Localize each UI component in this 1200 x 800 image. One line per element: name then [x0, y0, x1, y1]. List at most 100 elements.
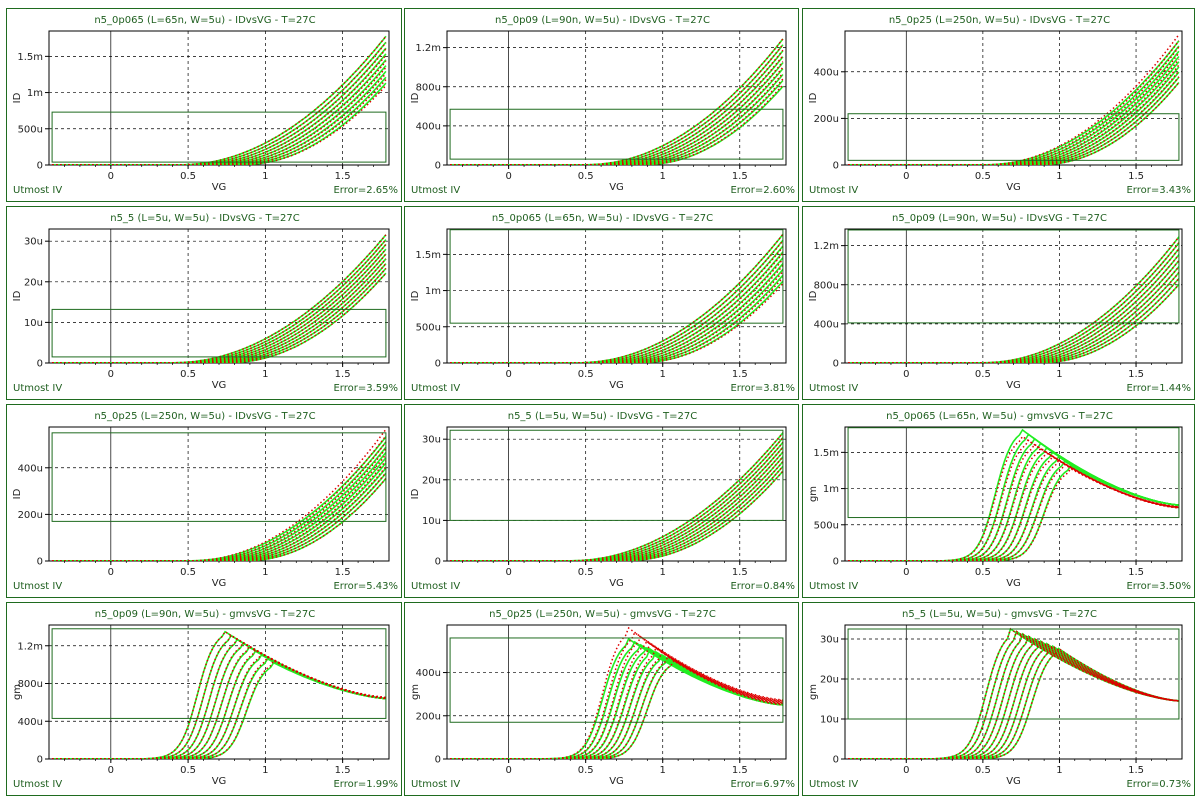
error-label: Error=6.97% [730, 779, 795, 790]
simulated-curve [848, 272, 1180, 363]
error-label: Error=0.84% [730, 581, 795, 592]
simulated-curve [848, 451, 1179, 561]
y-tick-label: 10u [820, 715, 839, 726]
simulated-series-group [848, 627, 1179, 759]
y-tick-label: 400u [416, 668, 441, 679]
x-axis-label: VG [1006, 182, 1021, 193]
measured-curve [848, 283, 1180, 363]
x-tick-label: 1.5 [335, 171, 351, 182]
measured-curve [450, 73, 784, 165]
y-tick-label: 0 [435, 359, 441, 370]
y-axis-label: gm [12, 684, 23, 700]
footer-label: Utmost IV [411, 779, 460, 790]
x-tick-label: 0.5 [180, 369, 196, 380]
y-tick-label: 0 [833, 161, 839, 172]
y-tick-label: 1m [27, 88, 43, 99]
x-tick-label: 1 [660, 171, 666, 182]
x-tick-label: 1 [262, 171, 268, 182]
simulated-series-group [848, 435, 1179, 561]
x-axis-label: VG [212, 380, 227, 391]
chart-title: n5_0p09 (L=90n, W=5u) - IDvsVG - T=27C [495, 15, 710, 26]
y-axis-label: ID [808, 290, 819, 301]
chart-svg: n5_0p065 (L=65n, W=5u) - IDvsVG - T=27C 0… [12, 15, 398, 196]
error-label: Error=5.43% [333, 581, 398, 592]
simulated-curve [848, 459, 1179, 561]
y-tick-label: 400u [18, 717, 43, 728]
y-tick-label: 500u [18, 124, 43, 135]
simulated-series-group [52, 35, 387, 165]
simulated-curve [52, 67, 387, 165]
x-tick-label: 0 [108, 369, 114, 380]
simulated-curve [52, 659, 386, 759]
y-tick-label: 800u [814, 280, 839, 291]
y-tick-label: 200u [416, 711, 441, 722]
x-tick-label: 0 [903, 171, 909, 182]
footer-label: Utmost IV [809, 383, 858, 394]
measured-curve [450, 659, 783, 759]
simulated-curve [450, 277, 784, 363]
simulated-curve [52, 35, 387, 165]
chart-svg: n5_0p065 (L=65n, W=5u) - IDvsVG - T=27C 0… [410, 213, 795, 394]
x-tick-label: 0 [108, 171, 114, 182]
simulated-curve [52, 234, 387, 363]
y-tick-label: 1.5m [415, 250, 441, 261]
fit-region-box [51, 111, 387, 163]
y-tick-label: 0 [37, 755, 43, 766]
footer-label: Utmost IV [13, 779, 62, 790]
measured-curve [52, 436, 387, 561]
y-axis-label: gm [808, 486, 819, 502]
x-axis-label: VG [1006, 776, 1021, 787]
chart-title: n5_0p09 (L=90n, W=5u) - IDvsVG - T=27C [892, 213, 1107, 224]
footer-label: Utmost IV [809, 581, 858, 592]
x-tick-label: 1.5 [335, 369, 351, 380]
fit-region-box [449, 108, 784, 160]
x-tick-label: 1.5 [1128, 765, 1144, 776]
y-tick-label: 0 [435, 755, 441, 766]
measured-curve [450, 239, 784, 363]
simulated-series-group [450, 626, 783, 759]
measured-curve [450, 280, 784, 363]
y-tick-label: 500u [416, 322, 441, 333]
y-tick-label: 20u [422, 475, 441, 486]
simulated-curve [848, 242, 1180, 363]
y-axis-label: ID [12, 290, 23, 301]
y-tick-label: 1.5m [17, 52, 43, 63]
x-axis-label: VG [609, 380, 624, 391]
measured-curve [52, 472, 387, 561]
chart-panel: n5_5 (L=5u, W=5u) - IDvsVG - T=27C 0 0.5 1 1… [404, 404, 799, 598]
y-tick-label: 30u [820, 635, 839, 646]
simulated-curve [848, 455, 1179, 561]
x-axis-label: VG [1006, 380, 1021, 391]
footer-label: Utmost IV [411, 581, 460, 592]
chart-title: n5_0p09 (L=90n, W=5u) - gmvsVG - T=27C [95, 609, 315, 620]
chart-title: n5_0p25 (L=250n, W=5u) - IDvsVG - T=27C [94, 411, 315, 422]
measured-curve [450, 470, 784, 561]
x-tick-label: 0.5 [180, 171, 196, 182]
measured-curve [52, 76, 387, 165]
x-tick-label: 1 [262, 369, 268, 380]
x-tick-label: 1.5 [335, 765, 351, 776]
x-tick-label: 0 [505, 567, 511, 578]
simulated-curve [450, 233, 784, 363]
chart-title: n5_5 (L=5u, W=5u) - gmvsVG - T=27C [902, 609, 1097, 620]
x-tick-label: 1 [262, 765, 268, 776]
y-tick-label: 200u [814, 114, 839, 125]
chart-title: n5_0p065 (L=65n, W=5u) - gmvsVG - T=27C [886, 411, 1113, 422]
simulated-curve [450, 647, 783, 759]
x-tick-label: 0 [903, 567, 909, 578]
y-axis-label: ID [410, 488, 421, 499]
x-tick-label: 1 [1056, 765, 1062, 776]
simulated-curve [450, 258, 784, 363]
measured-curve [450, 274, 784, 363]
footer-label: Utmost IV [13, 581, 62, 592]
y-tick-label: 1m [823, 484, 839, 495]
chart-panel: n5_5 (L=5u, W=5u) - IDvsVG - T=27C 0 0.5 1 1… [6, 206, 402, 400]
simulated-series-group [450, 233, 784, 363]
measured-curve [450, 437, 784, 561]
error-label: Error=2.65% [333, 185, 398, 196]
chart-svg: n5_0p09 (L=90n, W=5u) - IDvsVG - T=27C 0 0… [808, 213, 1191, 394]
x-tick-label: 1.5 [1128, 369, 1144, 380]
chart-svg: n5_5 (L=5u, W=5u) - gmvsVG - T=27C 0 0.5 1 1… [808, 609, 1191, 790]
x-tick-label: 0.5 [180, 567, 196, 578]
plot-area [844, 30, 1183, 166]
